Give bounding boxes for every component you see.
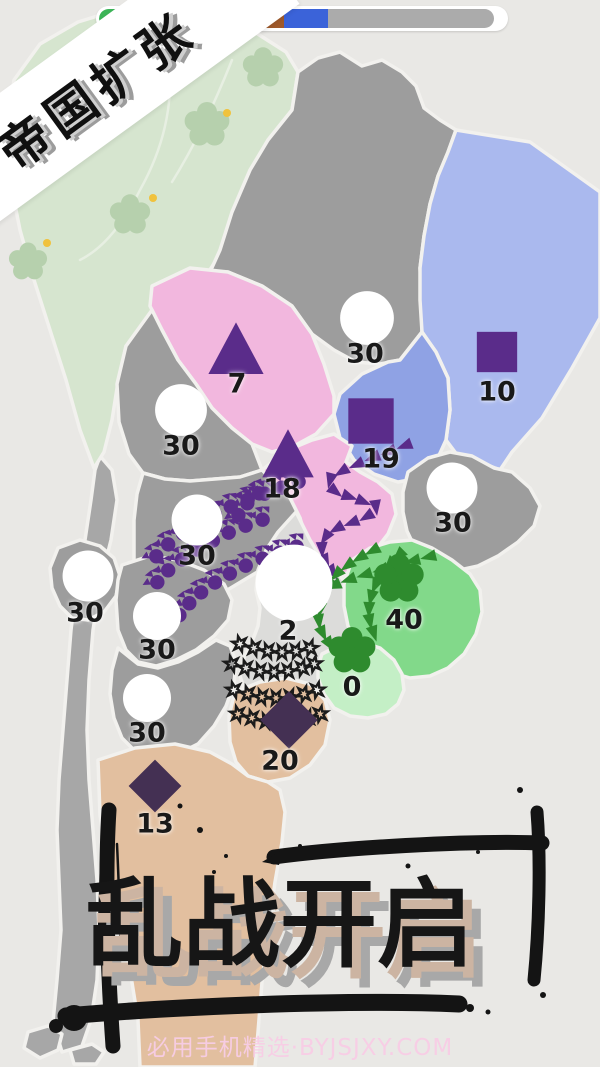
- progress-segment-gray: [328, 9, 494, 28]
- event-banner-text: 乱战开启: [86, 868, 474, 981]
- progress-segment-blue: [284, 9, 328, 28]
- region-farwest-gray[interactable]: [48, 538, 122, 622]
- region-island-b[interactable]: [68, 1042, 106, 1066]
- watermark: 必用手机精选·BYJSJXY.COM: [146, 1035, 454, 1061]
- region-tan-south[interactable]: [96, 742, 287, 1067]
- resource-dot-icon: [43, 109, 231, 247]
- region-island-a[interactable]: [22, 1024, 64, 1060]
- map-regions: [4, 2, 600, 1067]
- region-southwest-gray-b[interactable]: [108, 638, 238, 760]
- ink-strokes: [49, 787, 550, 1054]
